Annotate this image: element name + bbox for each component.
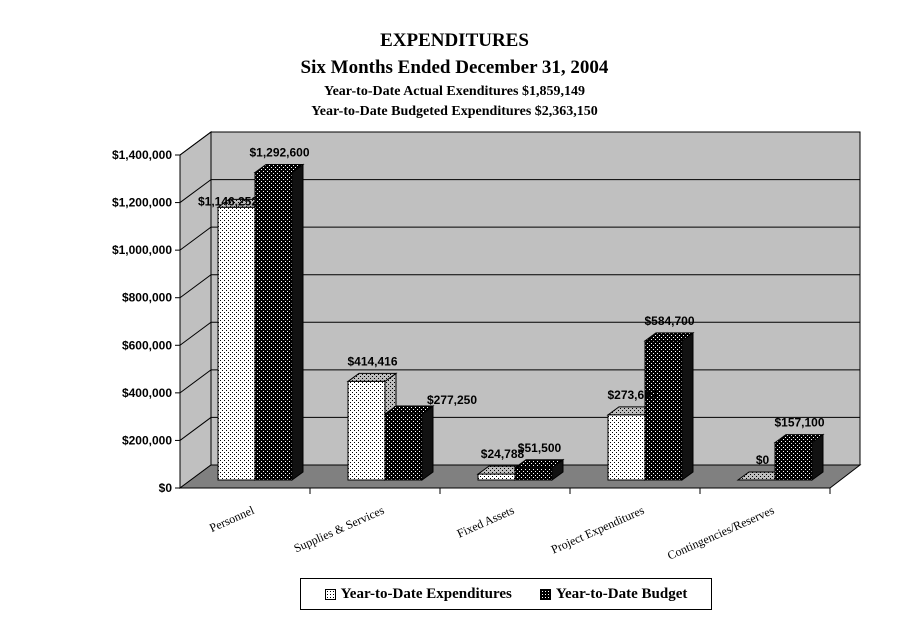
data-label: $157,100: [774, 416, 824, 430]
gridline: [179, 179, 860, 203]
data-label: $584,700: [644, 314, 694, 328]
bar-front: [774, 442, 813, 481]
data-label: $1,292,600: [249, 146, 309, 160]
bar-front: [514, 467, 553, 481]
gridline: [179, 226, 860, 251]
data-label: $273,693: [607, 388, 657, 402]
bar-front: [217, 206, 256, 481]
y-tick-label: $1,200,000: [112, 196, 172, 210]
legend-swatch-budget: [539, 588, 551, 600]
bar-front: [644, 340, 683, 481]
y-tick-label: $0: [159, 481, 173, 495]
bar-front: [254, 172, 293, 481]
bar-front: [384, 413, 423, 481]
gridlines: [179, 131, 860, 441]
y-tick-label: $1,000,000: [112, 243, 172, 257]
bar-budget: [253, 163, 305, 481]
legend-label-budget: Year-to-Date Budget: [555, 585, 688, 602]
budgeted-expenditures-summary: Year-to-Date Budgeted Expenditures $2,36…: [311, 104, 598, 119]
bar-side: [681, 331, 694, 481]
y-tick-label: $600,000: [122, 338, 172, 352]
gridline: [179, 131, 860, 156]
data-label: $277,250: [427, 393, 477, 407]
bar-front: [607, 414, 646, 481]
legend: Year-to-Date Expenditures Year-to-Date B…: [300, 578, 712, 610]
x-tick-label: Contingencies/Reserves: [665, 503, 776, 563]
data-label: $1,146,252: [198, 194, 258, 208]
bar-budget: [513, 458, 565, 481]
legend-label-actual: Year-to-Date Expenditures: [340, 585, 512, 602]
gridline: [179, 274, 860, 299]
bar-side: [421, 405, 434, 481]
chart-title: EXPENDITURES: [380, 30, 529, 51]
x-tick-label: Personnel: [207, 503, 257, 535]
y-tick-label: $1,400,000: [112, 148, 172, 162]
data-label: $51,500: [518, 441, 562, 455]
bar-side: [291, 163, 304, 481]
actual-expenditures-summary: Year-to-Date Actual Exenditures $1,859,1…: [324, 84, 585, 99]
x-tick-label: Supplies & Services: [292, 503, 387, 556]
data-label: $24,788: [481, 447, 525, 461]
x-tick-label: Fixed Assets: [455, 503, 517, 541]
bar-front: [347, 380, 386, 481]
data-label: $414,416: [347, 354, 397, 368]
y-tick-label: $400,000: [122, 386, 172, 400]
x-tick-label: Project Expenditures: [549, 503, 647, 557]
legend-item-actual: Year-to-Date Expenditures: [324, 585, 512, 603]
bars: [216, 163, 825, 481]
gridline: [179, 321, 860, 346]
y-tick-label: $200,000: [122, 433, 172, 447]
bar-budget: [773, 433, 825, 481]
chart-subtitle: Six Months Ended December 31, 2004: [300, 57, 609, 78]
data-labels: $1,146,252 $1,292,600 $414,416 $277,250 $24,…: [198, 146, 825, 467]
y-tick-label: $800,000: [122, 291, 172, 305]
legend-swatch-actual: [324, 588, 336, 600]
data-label: $0: [756, 453, 770, 467]
bar-budget: [383, 405, 435, 481]
legend-item-budget: Year-to-Date Budget: [539, 585, 688, 603]
gridline: [179, 369, 860, 394]
bar-front: [477, 473, 516, 481]
bar-budget: [643, 331, 695, 481]
